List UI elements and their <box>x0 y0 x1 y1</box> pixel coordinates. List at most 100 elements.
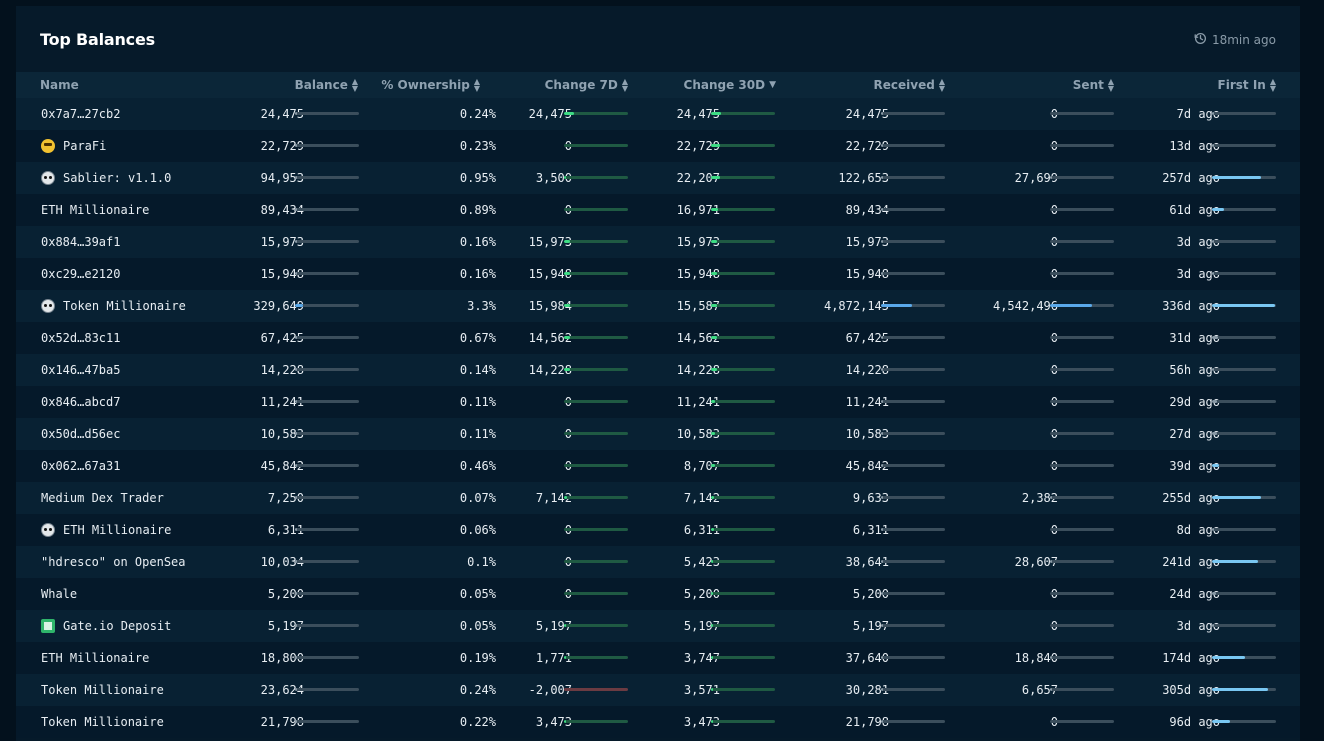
name-cell[interactable]: Gate.io Deposit <box>41 610 171 642</box>
received-value: 10,583 <box>845 427 889 441</box>
table-row[interactable]: "hdresco" on OpenSea 10,034 0.1%0 5,423 38,6… <box>16 546 1300 578</box>
first-in-bar-fill <box>1212 720 1230 723</box>
name-cell[interactable]: 0x062…67a31 <box>41 450 120 482</box>
table-row[interactable]: Token Millionaire 329,649 3.3% 15,984 15,587… <box>16 290 1300 322</box>
received-value: 11,241 <box>845 395 889 409</box>
column-header-name[interactable]: Name <box>40 72 160 98</box>
table-row[interactable]: Token Millionaire 23,624 0.24% -2,007 3,571 3… <box>16 674 1300 706</box>
change7d-bar <box>564 624 628 627</box>
name-cell[interactable]: Token Millionaire <box>41 674 164 706</box>
received-bar-fill <box>881 496 883 499</box>
table-row[interactable]: Token Millionaire 21,798 0.22% 3,473 3,473 21… <box>16 706 1300 738</box>
name-label: 0x884…39af1 <box>41 235 121 249</box>
balance-value: 24,475 <box>260 107 304 121</box>
name-cell[interactable]: ETH Millionaire <box>41 642 149 674</box>
name-cell[interactable]: Whale <box>41 578 77 610</box>
name-cell[interactable]: 0x50d…d56ec <box>41 418 120 450</box>
name-cell[interactable]: ParaFi <box>41 130 106 162</box>
received-value: 9,633 <box>852 491 889 505</box>
sort-icon[interactable]: ▲ ▼ <box>621 77 628 93</box>
name-cell[interactable]: 0x846…abcd7 <box>41 386 120 418</box>
ownership-value: 0.07% <box>459 491 496 505</box>
balance-bar <box>295 176 359 179</box>
change30d-value: 15,587 <box>676 299 720 313</box>
change7d-bar-fill <box>564 112 574 115</box>
first-in-bar-fill <box>1212 240 1214 243</box>
name-label: ETH Millionaire <box>63 523 172 537</box>
table-row[interactable]: 0x884…39af1 15,973 0.16% 15,973 15,973 15,973… <box>16 226 1300 258</box>
received-value: 122,653 <box>838 171 889 185</box>
sort-desc-icon[interactable]: ▼ <box>769 79 776 90</box>
sent-bar <box>1050 624 1114 627</box>
name-cell[interactable]: Medium Dex Trader <box>41 482 164 514</box>
change30d-value: 16,971 <box>676 203 720 217</box>
table-row[interactable]: 0x50d…d56ec10,5830.11%010,58310,583027d … <box>16 418 1300 450</box>
name-cell[interactable]: 0x52d…83c11 <box>41 322 120 354</box>
change7d-bar <box>564 176 628 179</box>
column-header-balance[interactable]: Balance ▲ ▼ <box>238 72 358 98</box>
table-row[interactable]: Medium Dex Trader 7,250 0.07% 7,142 7,142 9,6… <box>16 482 1300 514</box>
change30d-bar-fill <box>711 656 713 659</box>
change30d-bar <box>711 336 775 339</box>
column-header-ownership[interactable]: % Ownership ▲ ▼ <box>340 72 480 98</box>
table-row[interactable]: 0x52d…83c11 67,425 0.67% 14,562 14,562 67,425… <box>16 322 1300 354</box>
column-header-sent[interactable]: Sent ▲ ▼ <box>994 72 1114 98</box>
balance-bar-fill <box>295 528 297 531</box>
received-bar <box>881 528 945 531</box>
table-row[interactable]: ETH Millionaire 18,800 0.19% 1,771 3,747 37,6… <box>16 642 1300 674</box>
column-header-first-in[interactable]: First In ▲ ▼ <box>1156 72 1276 98</box>
received-bar-fill <box>881 336 883 339</box>
name-cell[interactable]: Sablier: v1.1.0 <box>41 162 171 194</box>
name-cell[interactable]: ETH Millionaire <box>41 194 149 226</box>
change30d-bar <box>711 688 775 691</box>
change7d-bar <box>564 336 628 339</box>
name-cell[interactable]: 0xc29…e2120 <box>41 258 120 290</box>
table-row[interactable]: ETH Millionaire89,4340.89%016,97189,4340… <box>16 194 1300 226</box>
table-row[interactable]: 0x7a7…27cb2 24,475 0.24% 24,475 24,475 24,475… <box>16 98 1300 130</box>
change30d-bar-fill <box>711 688 713 691</box>
table-row[interactable]: ETH Millionaire6,3110.06%06,3116,31108d … <box>16 514 1300 546</box>
column-header-change30d[interactable]: Change 30D ▼ <box>616 72 776 98</box>
ownership-value: 0.14% <box>459 363 496 377</box>
received-bar <box>881 240 945 243</box>
balance-bar <box>295 368 359 371</box>
sort-icon[interactable]: ▲ ▼ <box>351 77 358 93</box>
name-cell[interactable]: "hdresco" on OpenSea <box>41 546 186 578</box>
received-value: 4,872,145 <box>823 299 889 313</box>
column-header-received[interactable]: Received ▲ ▼ <box>805 72 945 98</box>
column-header-change7d[interactable]: Change 7D ▲ ▼ <box>488 72 628 98</box>
sent-value: 27,699 <box>1014 171 1058 185</box>
received-bar <box>881 656 945 659</box>
table-row[interactable]: 0xc29…e2120 15,948 0.16% 15,948 15,948 15,948… <box>16 258 1300 290</box>
name-cell[interactable]: ETH Millionaire <box>41 514 171 546</box>
sort-icon[interactable]: ▲ ▼ <box>938 77 945 93</box>
balance-bar-fill <box>295 688 297 691</box>
table-row[interactable]: Gate.io Deposit 5,197 0.05% 5,197 5,197 5,197… <box>16 610 1300 642</box>
table-row[interactable]: 0x846…abcd711,2410.11%011,24111,241029d … <box>16 386 1300 418</box>
received-bar <box>881 592 945 595</box>
name-cell[interactable]: 0x7a7…27cb2 <box>41 98 120 130</box>
name-cell[interactable]: Token Millionaire <box>41 290 186 322</box>
name-cell[interactable]: 0x146…47ba5 <box>41 354 120 386</box>
sort-icon[interactable]: ▲ ▼ <box>1269 77 1276 93</box>
first-in-bar-fill <box>1212 560 1258 563</box>
first-in-bar <box>1212 272 1276 275</box>
first-in-value: 255d ago <box>1162 491 1220 505</box>
name-cell[interactable]: 0x884…39af1 <box>41 226 120 258</box>
sort-icon[interactable]: ▲ ▼ <box>1107 77 1114 93</box>
table-row[interactable]: Sablier: v1.1.0 94,953 0.95% 3,500 22,207 122… <box>16 162 1300 194</box>
received-value: 38,641 <box>845 555 889 569</box>
sent-bar <box>1050 304 1114 307</box>
balance-bar <box>295 240 359 243</box>
sort-icon[interactable]: ▲ ▼ <box>473 77 480 93</box>
change7d-bar <box>564 208 628 211</box>
balance-bar <box>295 720 359 723</box>
ownership-value: 0.95% <box>459 171 496 185</box>
sent-bar <box>1050 336 1114 339</box>
name-cell[interactable]: Token Millionaire <box>41 706 164 738</box>
first-in-bar <box>1212 592 1276 595</box>
table-row[interactable]: 0x146…47ba5 14,228 0.14% 14,228 14,228 14,228… <box>16 354 1300 386</box>
